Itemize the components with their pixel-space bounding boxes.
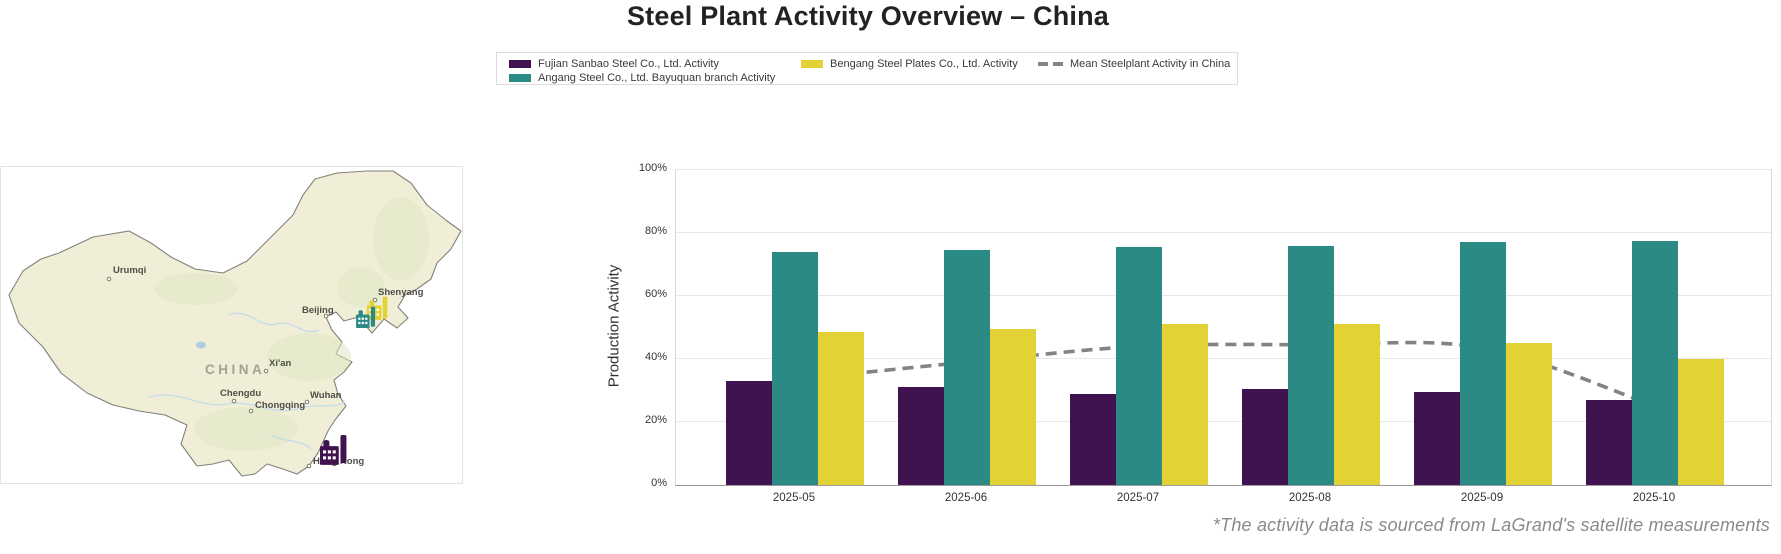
china-map-canvas: CHINA Urumqi Beijing Shenyang Xi'an ChengduC… (8, 170, 462, 477)
legend-label: Fujian Sanbao Steel Co., Ltd. Activity (538, 58, 719, 70)
bar-2025-09-s0[interactable] (1414, 392, 1460, 485)
x-tick-label: 2025-09 (1460, 492, 1504, 504)
y-tick-label: 80% (644, 225, 667, 237)
city-dot (231, 398, 237, 404)
terrain-patches (154, 197, 429, 451)
bar-2025-07-s2[interactable] (1162, 324, 1208, 485)
city-label: Urumqi (113, 265, 146, 276)
bar-2025-10-s1[interactable] (1632, 240, 1678, 485)
legend-item-mean-line[interactable]: Mean Steelplant Activity in China (1038, 57, 1230, 71)
legend-label: Bengang Steel Plates Co., Ltd. Activity (830, 58, 1018, 70)
city-label: Chongqing (255, 400, 305, 411)
city-dot (106, 276, 112, 282)
legend-label: Mean Steelplant Activity in China (1070, 58, 1231, 70)
bar-2025-08-s0[interactable] (1242, 388, 1288, 485)
legend-label: Angang Steel Co., Ltd. Bayuquan branch A… (538, 72, 776, 84)
y-tick-label: 60% (644, 288, 667, 300)
bar-2025-10-s2[interactable] (1678, 359, 1724, 485)
gridline (676, 358, 1771, 359)
bar-2025-08-s2[interactable] (1334, 324, 1380, 485)
bar-2025-09-s1[interactable] (1460, 242, 1506, 485)
china-map[interactable]: CHINA Urumqi Beijing Shenyang Xi'an Chengdu C… (0, 166, 463, 484)
dashed-line-icon (1038, 62, 1063, 66)
x-tick-label: 2025-07 (1116, 492, 1160, 504)
bar-2025-07-s1[interactable] (1116, 247, 1162, 485)
rivers (148, 312, 346, 450)
city-label: Wuhan (310, 390, 342, 401)
gridline (676, 169, 1771, 170)
city-dot (372, 297, 378, 303)
city-label: Shenyang (378, 287, 424, 298)
page-title: Steel Plant Activity Overview – China (626, 1, 1110, 31)
gridline (676, 232, 1771, 233)
x-tick-label: 2025-10 (1632, 492, 1676, 504)
city-dot (306, 463, 312, 469)
gridline (676, 421, 1771, 422)
bar-2025-07-s0[interactable] (1070, 393, 1116, 485)
city-dot (323, 313, 329, 319)
plot-area[interactable] (675, 169, 1772, 486)
legend-item-fujian-sanbao[interactable]: Fujian Sanbao Steel Co., Ltd. Activity (509, 57, 719, 71)
city-label: Beijing (302, 305, 334, 316)
x-tick-label: 2025-05 (772, 492, 816, 504)
legend-swatch-icon (509, 74, 531, 82)
country-label: CHINA (205, 362, 265, 377)
bar-2025-05-s0[interactable] (726, 381, 772, 485)
city-dot (263, 368, 269, 374)
x-tick-label: 2025-08 (1288, 492, 1332, 504)
y-tick-label: 100% (638, 162, 667, 174)
y-tick-label: 40% (644, 351, 667, 363)
x-tick-label: 2025-06 (944, 492, 988, 504)
bar-2025-05-s2[interactable] (818, 332, 864, 485)
city-label: Chengdu (220, 388, 261, 399)
bar-2025-06-s2[interactable] (990, 329, 1036, 485)
y-tick-label: 20% (644, 414, 667, 426)
city-dot (248, 408, 254, 414)
legend-item-bengang[interactable]: Bengang Steel Plates Co., Ltd. Activity (801, 57, 1018, 71)
gridline (676, 295, 1771, 296)
bar-2025-06-s0[interactable] (898, 387, 944, 485)
qinghai-lake (196, 341, 206, 349)
chart-legend: Fujian Sanbao Steel Co., Ltd. Activity A… (496, 52, 1238, 85)
bar-2025-05-s1[interactable] (772, 251, 818, 485)
legend-swatch-icon (801, 60, 823, 68)
bar-2025-09-s2[interactable] (1506, 343, 1552, 485)
bar-2025-08-s1[interactable] (1288, 245, 1334, 485)
data-source-footnote: *The activity data is sourced from LaGra… (1212, 515, 1770, 535)
city-dot (304, 399, 310, 405)
legend-swatch-icon (509, 60, 531, 68)
y-axis-title: Production Activity (605, 264, 623, 388)
city-label: Xi'an (269, 358, 292, 369)
legend-item-angang[interactable]: Angang Steel Co., Ltd. Bayuquan branch A… (509, 71, 775, 85)
bar-2025-10-s0[interactable] (1586, 399, 1632, 485)
y-tick-label: 0% (651, 477, 667, 489)
bar-2025-06-s1[interactable] (944, 250, 990, 485)
